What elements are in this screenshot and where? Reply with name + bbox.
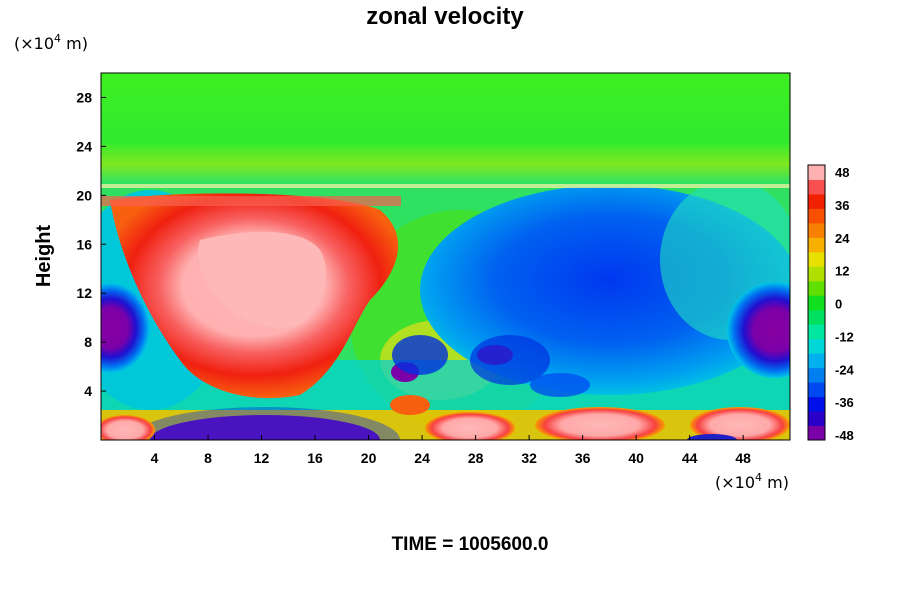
upper-layer [101, 73, 790, 187]
colorbar-tick-label: 36 [835, 198, 849, 213]
y-tick-label: 20 [76, 187, 92, 203]
y-axis-ticks: 4 8 12 16 20 24 28 [76, 89, 106, 399]
colorbar-tick-label: 12 [835, 264, 849, 279]
mid-blue-1 [392, 335, 448, 375]
surface-pink-far-right [690, 407, 790, 440]
colorbar-segment [808, 193, 825, 209]
colorbar-frame [807, 164, 826, 441]
colorbar-segment [808, 411, 825, 427]
jet-core [198, 231, 327, 329]
colorbar-segment [808, 396, 825, 412]
surface-purple-band [150, 415, 380, 440]
colorbar-segment [808, 179, 825, 195]
colorbar-segment [808, 266, 825, 282]
colorbar-tick-label: 24 [835, 231, 850, 246]
surface-pink-right [535, 407, 665, 440]
surface-pink-mid [425, 412, 515, 440]
x-tick-label: 12 [254, 450, 270, 466]
colorbar-tick-label: -12 [835, 329, 854, 344]
y-tick-label: 4 [84, 383, 92, 399]
y-unit-label: (×104 m) [14, 32, 88, 53]
colorbar-segment [808, 222, 825, 238]
colorbar-segment [808, 425, 825, 441]
colorbar-segment [808, 309, 825, 325]
y-axis-label: Height [33, 225, 55, 288]
colorbar-ticks: 48 36 24 12 0 -12 -24 -36 -48 [835, 165, 855, 443]
chart-title: zonal velocity [366, 3, 524, 30]
tropopause-line [101, 184, 790, 188]
heatmap-field [101, 73, 790, 440]
upper-red-edge [101, 196, 401, 206]
colorbar-tick-label: 48 [835, 165, 849, 180]
colorbar-segment [808, 353, 825, 369]
plot-frame [100, 72, 791, 441]
colorbar-tick-label: -24 [835, 362, 855, 377]
colorbar-tick-label: -48 [835, 428, 854, 443]
colorbar-tick-label: 0 [835, 297, 842, 312]
x-tick-label: 32 [521, 450, 537, 466]
x-tick-label: 40 [628, 450, 644, 466]
colorbar-segment [808, 367, 825, 383]
colorbar [808, 165, 825, 441]
y-tick-label: 8 [84, 334, 92, 350]
colorbar-segment [808, 382, 825, 398]
time-label: TIME = 1005600.0 [392, 534, 549, 555]
x-tick-label: 28 [468, 450, 484, 466]
mid-blue-2 [470, 335, 550, 385]
surface-blue-halo [130, 407, 400, 440]
mid-blue-3 [530, 373, 590, 397]
y-tick-label: 12 [76, 285, 92, 301]
colorbar-segment [808, 165, 825, 180]
colorbar-segment [808, 208, 825, 224]
x-tick-label: 36 [575, 450, 591, 466]
x-unit-label: (×104 m) [715, 471, 789, 492]
surface-blue-right [687, 434, 737, 440]
x-tick-label: 24 [414, 450, 430, 466]
x-tick-label: 44 [682, 450, 698, 466]
y-tick-label: 24 [76, 138, 92, 154]
y-tick-label: 16 [76, 236, 92, 252]
x-tick-label: 20 [361, 450, 377, 466]
y-tick-label: 28 [76, 89, 92, 105]
colorbar-segment [808, 237, 825, 253]
left-vortex [101, 283, 150, 373]
colorbar-tick-label: -36 [835, 395, 854, 410]
x-tick-label: 48 [735, 450, 751, 466]
right-vortex [727, 282, 790, 378]
colorbar-segment [808, 280, 825, 296]
colorbar-segment [808, 338, 825, 354]
colorbar-segment [808, 295, 825, 311]
surface-pink-left [101, 415, 155, 440]
x-tick-label: 16 [307, 450, 323, 466]
x-axis-ticks: 4 8 12 16 20 24 28 32 36 40 44 48 [151, 435, 751, 466]
x-tick-label: 8 [204, 450, 212, 466]
x-tick-label: 4 [151, 450, 159, 466]
colorbar-segment [808, 324, 825, 340]
colorbar-segment [808, 251, 825, 267]
surface-orange [390, 395, 430, 415]
